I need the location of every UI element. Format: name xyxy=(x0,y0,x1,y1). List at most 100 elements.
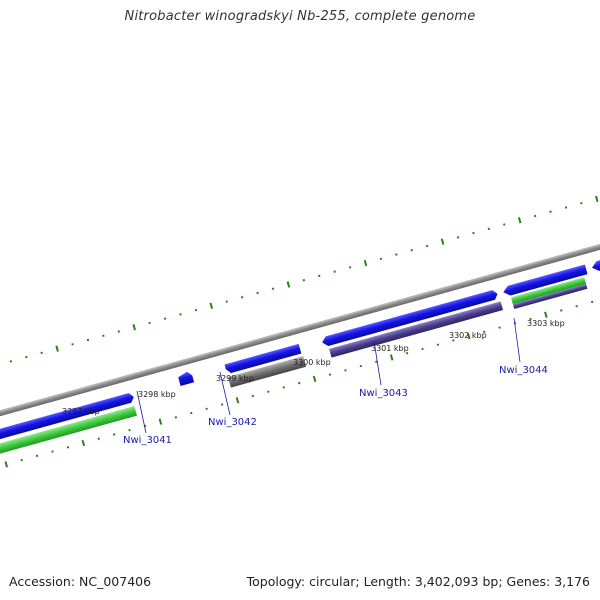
minor-tick xyxy=(580,201,583,205)
minor-tick xyxy=(251,394,255,398)
gene-label-nwi-3042[interactable]: Nwi_3042 xyxy=(208,417,257,428)
minor-tick xyxy=(225,300,228,303)
scale-label-3300: 3300 kbp xyxy=(293,358,331,367)
scale-tick-row xyxy=(4,300,594,468)
map-title: Nitrobacter winogradskyi Nb-255, complet… xyxy=(124,9,476,24)
minor-tick xyxy=(51,450,54,453)
minor-tick xyxy=(405,351,409,355)
major-tick xyxy=(286,281,291,288)
gene-nwi-3043-forward[interactable] xyxy=(321,289,499,347)
minor-tick xyxy=(282,386,285,389)
minor-tick xyxy=(590,300,594,304)
minor-tick xyxy=(421,347,424,351)
minor-tick xyxy=(564,206,568,209)
gene-label-nwi-3041[interactable]: Nwi_3041 xyxy=(123,435,172,446)
minor-tick xyxy=(328,373,332,376)
major-tick xyxy=(209,302,214,309)
genome-backbone xyxy=(0,193,600,467)
minor-tick xyxy=(482,330,486,334)
gene-nwi-3043[interactable] xyxy=(329,301,504,358)
minor-tick xyxy=(66,446,70,449)
major-tick xyxy=(4,461,8,468)
minor-tick xyxy=(318,274,321,278)
minor-tick xyxy=(35,454,39,458)
minor-tick xyxy=(71,343,74,346)
minor-tick xyxy=(549,210,552,213)
major-tick xyxy=(363,259,368,267)
major-tick xyxy=(81,439,86,447)
major-tick xyxy=(467,332,471,340)
minor-tick xyxy=(359,364,363,368)
major-tick xyxy=(389,354,394,361)
gene-forward-3[interactable] xyxy=(224,343,302,374)
major-tick xyxy=(235,397,240,404)
major-tick xyxy=(132,324,136,331)
minor-tick xyxy=(503,223,506,226)
minor-tick xyxy=(205,407,208,411)
leader-nwi-3041 xyxy=(136,390,147,434)
minor-tick xyxy=(267,390,270,393)
minor-tick xyxy=(395,253,398,256)
gene-forward-5[interactable] xyxy=(502,264,588,297)
minor-tick xyxy=(498,326,501,329)
minor-tick xyxy=(174,416,178,419)
minor-tick xyxy=(456,236,460,239)
minor-tick xyxy=(344,369,347,372)
minor-tick xyxy=(128,428,131,432)
outer-tick-row xyxy=(9,195,599,363)
major-tick xyxy=(55,345,59,352)
minor-tick xyxy=(220,403,224,406)
scale-label-3303: 3303 kbp xyxy=(527,319,565,328)
minor-tick xyxy=(163,317,167,320)
major-tick xyxy=(594,195,599,203)
minor-tick xyxy=(25,355,28,359)
gene-nwi-3044-rna[interactable] xyxy=(510,277,587,305)
scale-label-3298: 3298 kbp xyxy=(138,390,176,399)
leader-nwi-3042 xyxy=(219,371,231,416)
accession-text: Accession: NC_007406 xyxy=(9,574,152,589)
minor-tick xyxy=(436,343,440,346)
minor-tick xyxy=(333,270,336,273)
minor-tick xyxy=(240,296,244,299)
minor-tick xyxy=(302,278,306,282)
major-tick xyxy=(158,418,163,425)
leader-nwi-3044 xyxy=(513,317,521,363)
minor-tick xyxy=(487,227,491,231)
genome-summary-text: Topology: circular; Length: 3,402,093 bp… xyxy=(246,574,590,589)
gene-label-nwi-3043[interactable]: Nwi_3043 xyxy=(359,388,408,399)
minor-tick xyxy=(190,411,193,415)
minor-tick xyxy=(194,308,198,312)
minor-tick xyxy=(452,339,455,342)
gene-label-nwi-3044[interactable]: Nwi_3044 xyxy=(499,365,548,376)
minor-tick xyxy=(9,360,13,363)
gene-forward-1[interactable] xyxy=(0,392,135,467)
major-tick xyxy=(440,238,445,245)
minor-tick xyxy=(86,338,90,342)
scale-label-3299: 3299 kbp xyxy=(216,374,254,383)
minor-tick xyxy=(20,458,23,462)
minor-tick xyxy=(97,437,100,440)
major-tick xyxy=(517,217,522,224)
minor-tick xyxy=(40,351,43,355)
scale-label-3297: 3297 kbp xyxy=(62,407,100,416)
minor-tick xyxy=(348,266,352,269)
minor-tick xyxy=(256,291,259,295)
major-tick xyxy=(312,375,317,383)
gene-nwi-3044[interactable] xyxy=(512,283,588,309)
gene-nwi-3041[interactable] xyxy=(177,371,195,386)
minor-tick xyxy=(575,304,578,308)
scale-label-3301: 3301 kbp xyxy=(371,344,409,353)
leader-nwi-3043 xyxy=(373,340,382,386)
gene-rna-left[interactable] xyxy=(0,406,137,480)
minor-tick xyxy=(529,317,532,321)
minor-tick xyxy=(410,249,413,252)
minor-tick xyxy=(179,313,182,316)
major-tick xyxy=(544,311,548,318)
gene-nwi-3042[interactable] xyxy=(227,356,307,388)
minor-tick xyxy=(117,330,121,333)
minor-tick xyxy=(271,287,275,290)
minor-tick xyxy=(533,214,537,218)
minor-tick xyxy=(112,433,116,436)
minor-tick xyxy=(102,334,105,337)
